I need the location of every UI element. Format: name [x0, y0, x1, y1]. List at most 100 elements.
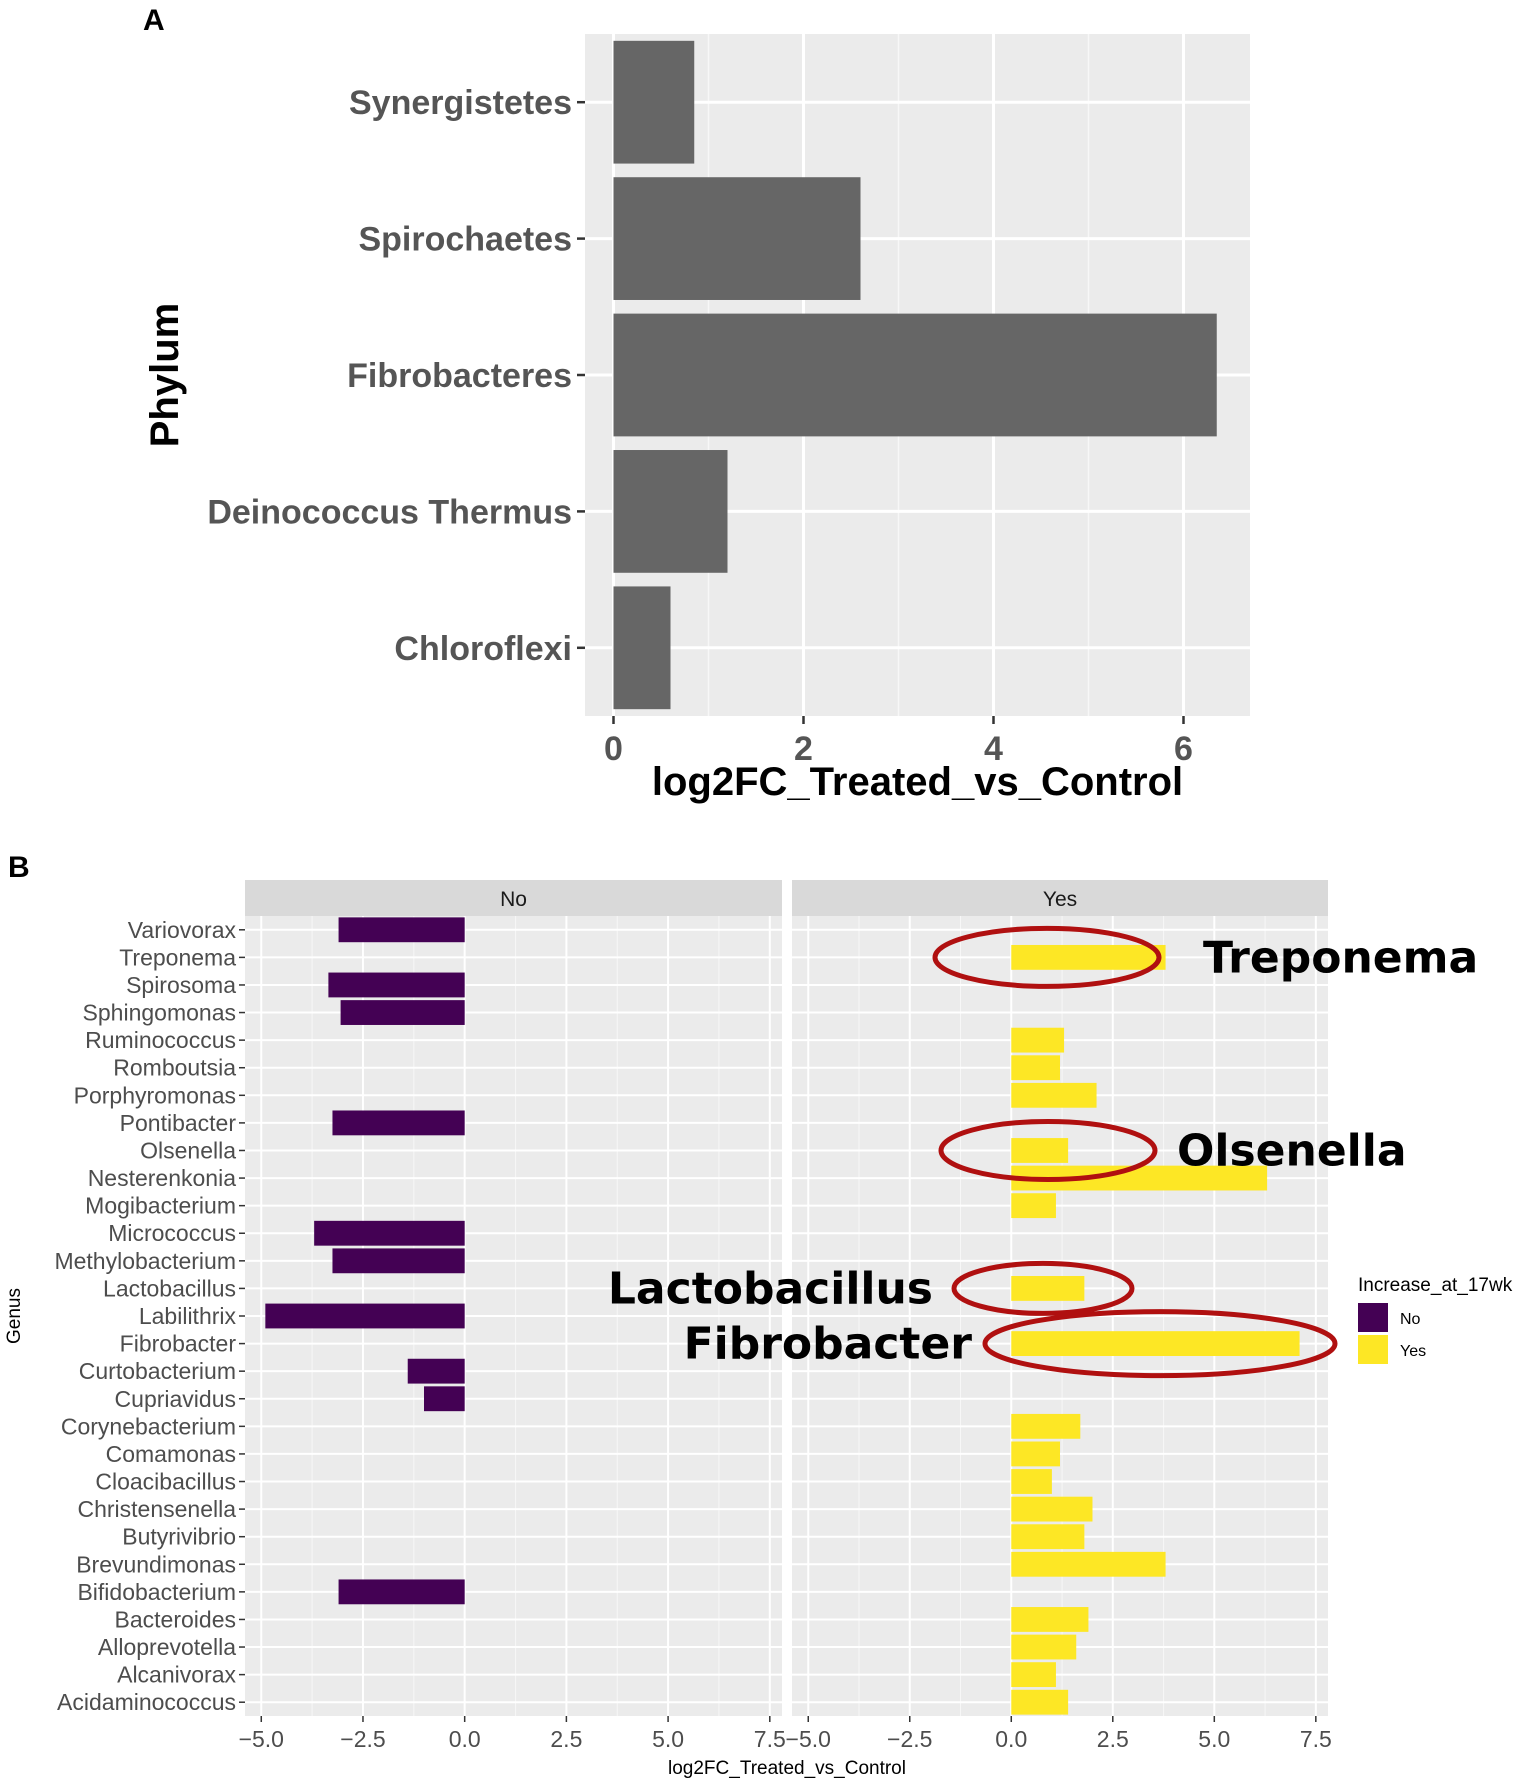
x-tick-label: −5.0	[786, 1726, 831, 1752]
y-tick-label: Fibrobacter	[120, 1331, 237, 1357]
bar-no-methylobacterium	[332, 1248, 465, 1274]
bar-no-sphingomonas	[340, 1000, 465, 1025]
bar-yes-lactobacillus	[1011, 1276, 1085, 1301]
bar-no-variovorax	[338, 917, 465, 943]
annotation-label-olsenella: Olsenella	[1177, 1125, 1407, 1176]
bar-no-cupriavidus	[424, 1386, 465, 1412]
y-tick-label: Deinococcus Thermus	[207, 493, 572, 531]
x-tick-label: −2.5	[887, 1726, 932, 1752]
y-axis-title: Phylum	[143, 303, 187, 447]
bar-yes-brevundimonas	[1011, 1551, 1166, 1577]
y-tick-label: Ruminococcus	[85, 1027, 236, 1053]
facet-strip-label: No	[500, 888, 527, 911]
facet-strip-label: Yes	[1043, 888, 1077, 911]
bar-spirochaetes	[613, 177, 861, 300]
x-tick-label: −2.5	[340, 1726, 385, 1752]
bar-deinococcus-thermus	[613, 450, 728, 573]
y-tick-label: Christensenella	[77, 1496, 236, 1522]
bar-fibrobacteres	[613, 313, 1217, 437]
y-tick-label: Alcanivorax	[117, 1662, 236, 1688]
y-tick-label: Acidaminococcus	[57, 1689, 236, 1715]
y-tick-label: Butyrivibrio	[122, 1524, 236, 1550]
y-tick-label: Chloroflexi	[394, 630, 572, 668]
bar-synergistetes	[613, 40, 695, 164]
x-tick-label: 5.0	[1198, 1726, 1230, 1752]
y-tick-label: Labilithrix	[139, 1303, 237, 1329]
y-tick-label: Olsenella	[140, 1137, 236, 1163]
y-tick-label: Cloacibacillus	[95, 1469, 236, 1495]
x-tick-label: 2	[794, 730, 813, 768]
y-tick-label: Brevundimonas	[76, 1551, 236, 1577]
genus-chart: No −5.0 −2.5 0.0 2.5 5.0 7.5 Yes −5.0 −2.5 0.0 2.5 5…	[4, 880, 1513, 1779]
y-tick-label: Comamonas	[106, 1441, 236, 1467]
bar-no-pontibacter	[332, 1110, 465, 1136]
y-axis-title: Genus	[4, 1288, 25, 1344]
annotation-ellipse-olsenella	[938, 1118, 1158, 1182]
bar-yes-romboutsia	[1011, 1055, 1060, 1081]
y-tick-label: Methylobacterium	[54, 1248, 236, 1274]
y-tick-label: Pontibacter	[120, 1110, 237, 1136]
y-tick-label: Bifidobacterium	[77, 1579, 236, 1605]
annotation-label-fibrobacter: Fibrobacter	[684, 1319, 973, 1370]
bar-yes-alloprevotella	[1011, 1634, 1077, 1660]
y-tick-label: Alloprevotella	[98, 1634, 236, 1660]
bar-yes-christensenella	[1011, 1496, 1093, 1522]
bar-yes-olsenella	[1011, 1138, 1069, 1163]
x-tick-label: 0	[604, 730, 623, 768]
bar-no-labilithrix	[265, 1303, 465, 1329]
facet-strip-yes	[792, 880, 1328, 916]
bar-no-bifidobacterium	[338, 1579, 465, 1605]
bar-no-spirosoma	[328, 972, 465, 998]
legend-key-yes	[1358, 1335, 1388, 1364]
x-tick-label: 4	[984, 730, 1003, 768]
bar-yes-butyrivibrio	[1011, 1524, 1085, 1550]
legend-key-no	[1358, 1303, 1388, 1332]
x-tick-label: 0.0	[995, 1726, 1027, 1752]
y-tick-label: Synergistetes	[349, 84, 572, 122]
bar-yes-fibrobacter	[1011, 1331, 1300, 1356]
y-tick-label: Lactobacillus	[103, 1275, 236, 1301]
y-tick-label: Curtobacterium	[79, 1358, 236, 1384]
panel-letter-b: B	[8, 851, 30, 884]
bar-no-micrococcus	[314, 1220, 465, 1246]
bar-no-curtobacterium	[407, 1358, 465, 1384]
annotation-ellipse-fibrobacter	[982, 1309, 1338, 1379]
y-tick-label: Mogibacterium	[85, 1193, 236, 1219]
y-tick-label: Romboutsia	[113, 1055, 236, 1081]
bar-yes-bacteroides	[1011, 1607, 1089, 1632]
legend-title: Increase_at_17wk	[1358, 1275, 1513, 1296]
x-axis-title: log2FC_Treated_vs_Control	[652, 760, 1183, 804]
y-tick-label: Spirosoma	[126, 972, 236, 998]
y-tick-label: Cupriavidus	[115, 1386, 236, 1412]
x-tick-label: −5.0	[239, 1726, 284, 1752]
x-tick-label: 2.5	[550, 1726, 582, 1752]
bar-yes-mogibacterium	[1011, 1193, 1056, 1219]
bar-yes-acidaminococcus	[1011, 1689, 1069, 1715]
x-tick-label: 6	[1174, 730, 1193, 768]
legend-label-no: No	[1400, 1311, 1421, 1328]
bar-yes-corynebacterium	[1011, 1413, 1081, 1439]
bar-chloroflexi	[613, 586, 671, 710]
y-tick-label: Corynebacterium	[61, 1413, 236, 1439]
bar-yes-alcanivorax	[1011, 1662, 1056, 1688]
annotation-label-treponema: Treponema	[1203, 932, 1478, 983]
bar-yes-ruminococcus	[1011, 1027, 1065, 1053]
annotation-ellipse-treponema	[932, 925, 1162, 989]
y-tick-label: Fibrobacteres	[347, 357, 572, 395]
annotation-ellipse-lactobacillus	[951, 1260, 1135, 1316]
facet-strip-no	[245, 880, 782, 916]
legend-label-yes: Yes	[1400, 1343, 1426, 1360]
bar-yes-porphyromonas	[1011, 1082, 1097, 1108]
y-tick-label: Variovorax	[128, 917, 237, 943]
x-tick-label: 5.0	[652, 1726, 684, 1752]
bar-yes-comamonas	[1011, 1441, 1060, 1467]
x-tick-label: 0.0	[449, 1726, 481, 1752]
y-tick-label: Bacteroides	[115, 1606, 236, 1632]
panel-letter-a: A	[143, 4, 165, 37]
x-tick-label: 2.5	[1097, 1726, 1129, 1752]
y-tick-label: Micrococcus	[108, 1220, 236, 1246]
x-tick-label: 7.5	[754, 1726, 786, 1752]
y-tick-label: Nesterenkonia	[88, 1165, 237, 1191]
y-tick-label: Treponema	[119, 944, 236, 970]
